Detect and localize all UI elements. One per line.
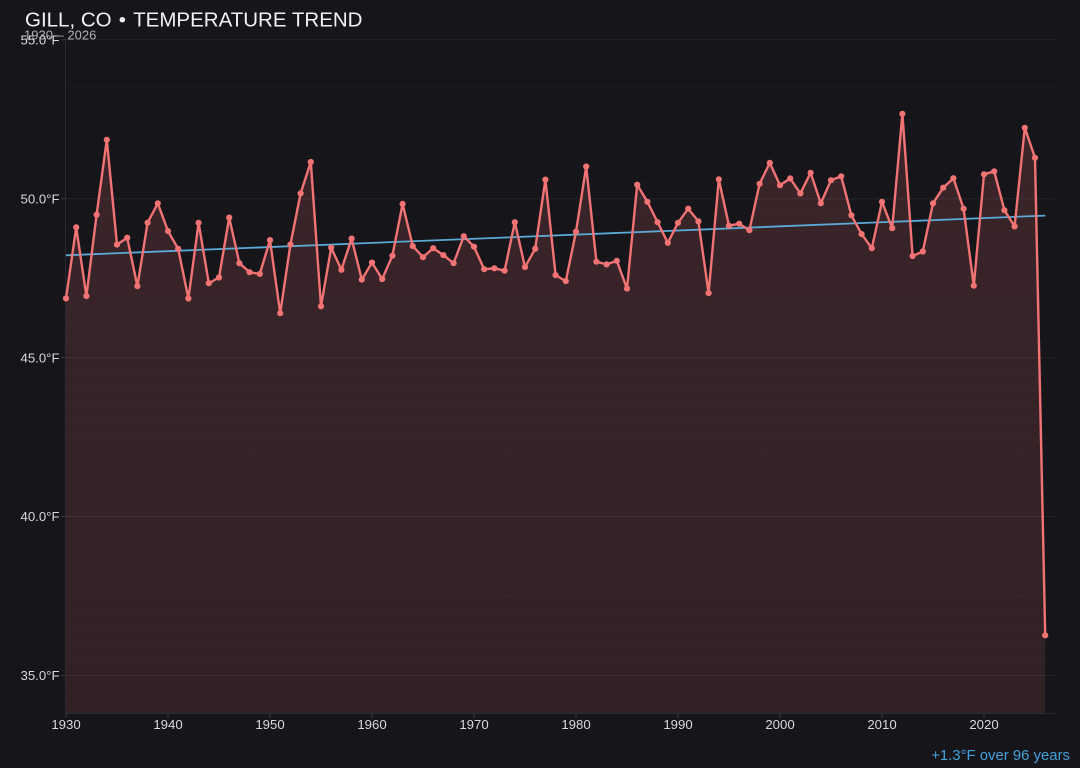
- svg-text:55.0°F: 55.0°F: [21, 33, 60, 48]
- svg-text:2020: 2020: [969, 717, 998, 732]
- svg-text:1950: 1950: [255, 717, 284, 732]
- svg-text:1960: 1960: [357, 717, 386, 732]
- svg-text:50.0°F: 50.0°F: [21, 191, 60, 206]
- svg-text:1970: 1970: [459, 717, 488, 732]
- svg-text:2000: 2000: [765, 717, 794, 732]
- svg-text:40.0°F: 40.0°F: [21, 509, 60, 524]
- svg-text:1930: 1930: [51, 717, 80, 732]
- svg-text:1940: 1940: [153, 717, 182, 732]
- svg-text:1990: 1990: [663, 717, 692, 732]
- svg-text:35.0°F: 35.0°F: [21, 668, 60, 683]
- svg-text:45.0°F: 45.0°F: [21, 350, 60, 365]
- svg-text:1980: 1980: [561, 717, 590, 732]
- svg-text:GILL, CO • TEMPERATURE TREND: GILL, CO • TEMPERATURE TREND: [25, 9, 362, 32]
- svg-text:+1.3°F over 96 years: +1.3°F over 96 years: [931, 748, 1070, 764]
- svg-text:2010: 2010: [867, 717, 896, 732]
- svg-text:1930 – 2026: 1930 – 2026: [24, 27, 96, 42]
